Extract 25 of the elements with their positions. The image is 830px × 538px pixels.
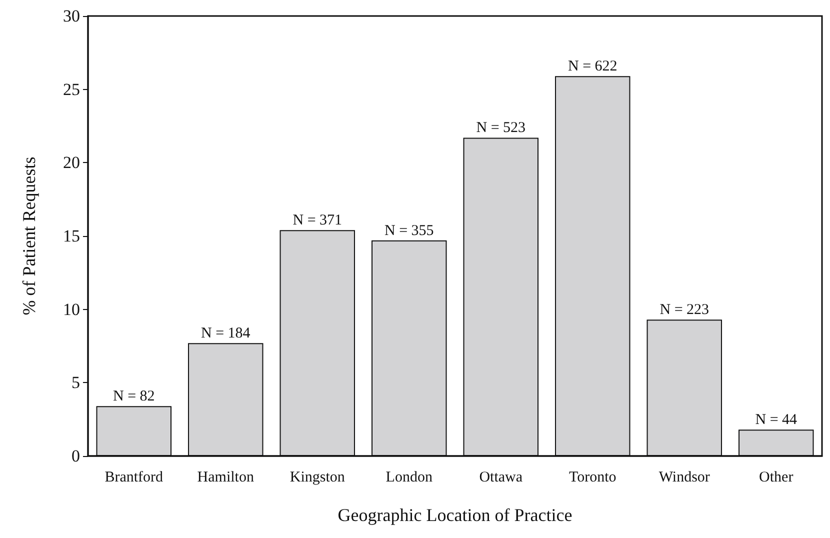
x-tick-label: Hamilton (197, 470, 254, 486)
y-tick-label: 10 (63, 300, 80, 319)
x-tick-label: London (386, 470, 433, 486)
x-axis-title: Geographic Location of Practice (338, 505, 572, 525)
annotation: N = 371 (292, 212, 342, 229)
x-tick-label: Toronto (568, 470, 616, 486)
y-tick-label: 25 (63, 80, 80, 99)
x-tick-label: Other (759, 470, 794, 486)
y-tick-label: 5 (72, 373, 80, 392)
annotation: N = 223 (660, 302, 710, 318)
annotation: N = 82 (112, 388, 155, 405)
y-tick-label: 30 (63, 6, 80, 26)
annotation: N = 355 (384, 222, 434, 239)
x-tick-label: Kingston (290, 470, 346, 486)
y-tick-label: 20 (63, 153, 80, 172)
y-axis-title: % of Patient Requests (19, 156, 39, 316)
y-tick-label: 0 (72, 446, 80, 466)
annotation: N = 184 (200, 326, 251, 342)
x-tick-label: Windsor (658, 470, 710, 486)
x-tick-label: Brantford (104, 470, 164, 486)
x-tick-label: Ottawa (479, 470, 523, 486)
y-tick-label: 15 (63, 226, 80, 246)
annotation: N = 44 (755, 412, 798, 428)
annotation: N = 622 (568, 58, 618, 75)
annotation: N = 523 (476, 120, 526, 136)
